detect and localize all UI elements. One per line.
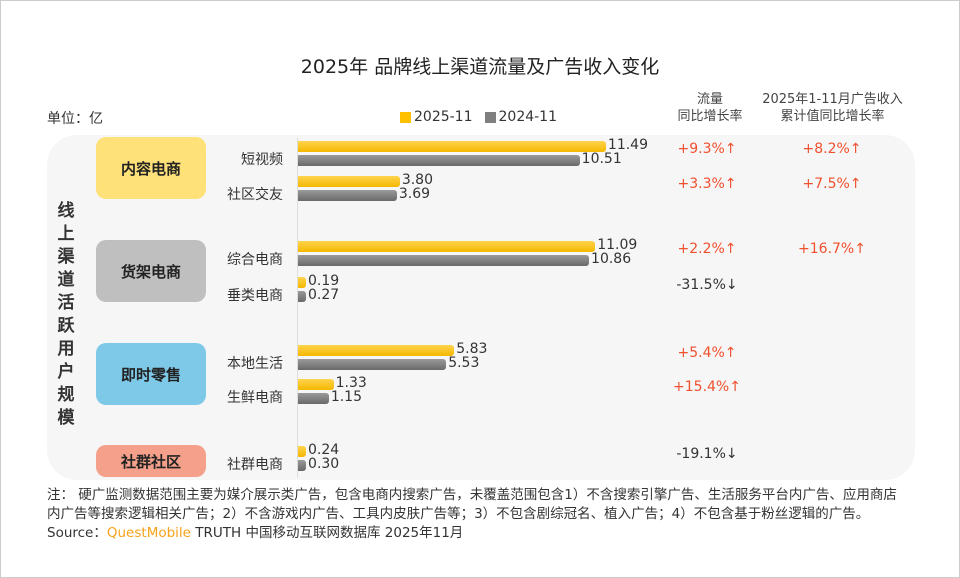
- growth-value: +15.4%↑: [673, 379, 741, 395]
- ad-column-header: 2025年1-11月广告收入 累计值同比增长率: [762, 92, 903, 124]
- legend: 2025-11 2024-11: [400, 109, 557, 125]
- ad-growth-value: +16.7%↑: [798, 241, 866, 257]
- value-label-2025: 11.49: [607, 137, 649, 153]
- growth-value: +2.2%↑: [677, 241, 737, 257]
- footnote: 注： 硬广监测数据范围主要为媒介展示类广告，包含电商内搜索广告，未覆盖范围包含1…: [47, 486, 907, 543]
- bar-2025: [298, 379, 334, 390]
- group-label: 社群社区: [96, 445, 206, 477]
- value-label-2024: 10.86: [591, 251, 632, 267]
- growth-value: +9.3%↑: [677, 141, 737, 157]
- source-brand: QuestMobile: [106, 525, 191, 541]
- bar-2024: [298, 255, 590, 266]
- value-label-2024: 3.69: [398, 186, 431, 202]
- growth-column-header: 流量 同比增长率: [677, 92, 743, 124]
- bar-2025: [298, 141, 606, 152]
- source-line: Source：QuestMobile TRUTH 中国移动互联网数据库 2025…: [47, 525, 464, 541]
- bar-2024: [298, 393, 329, 404]
- group-label: 即时零售: [96, 343, 206, 405]
- legend-item-2025: 2025-11: [400, 109, 473, 125]
- ad-growth-value: +8.2%↑: [802, 141, 862, 157]
- growth-value: +5.4%↑: [677, 345, 737, 361]
- value-label-2024: 0.30: [308, 456, 340, 472]
- bar-2025: [298, 446, 306, 457]
- group-label: 内容电商: [96, 137, 206, 199]
- group-label: 货架电商: [96, 240, 206, 302]
- value-label-2024: 5.53: [448, 355, 480, 371]
- bar-2024: [298, 155, 580, 166]
- growth-value: -31.5%↓: [676, 277, 738, 293]
- y-axis-label: 线上渠道活跃用户规模: [57, 201, 75, 428]
- growth-value: +3.3%↑: [677, 176, 737, 192]
- growth-value: -19.1%↓: [676, 446, 738, 462]
- chart-title: 2025年 品牌线上渠道流量及广告收入变化: [300, 56, 660, 78]
- category-label: 综合电商: [227, 252, 283, 268]
- category-label: 社群电商: [227, 457, 283, 473]
- value-label-2024: 10.51: [581, 151, 622, 167]
- category-label: 垂类电商: [227, 288, 283, 304]
- value-label-2024: 0.27: [308, 287, 340, 303]
- bar-2025: [298, 345, 455, 356]
- ad-growth-value: +7.5%↑: [802, 176, 862, 192]
- value-label-2024: 1.15: [330, 389, 362, 405]
- bar-2024: [298, 190, 397, 201]
- value-label-2025: 0.19: [308, 273, 340, 289]
- value-label-2025: 0.24: [308, 442, 340, 458]
- value-label-2025: 11.09: [597, 237, 638, 253]
- value-label-2025: 5.83: [456, 341, 488, 357]
- bar-2024: [298, 291, 306, 302]
- legend-item-2024: 2024-11: [484, 109, 557, 125]
- bar-2024: [298, 359, 447, 370]
- axis-line: [297, 138, 298, 478]
- category-label: 短视频: [241, 152, 283, 168]
- bar-2025: [298, 277, 306, 288]
- unit-label: 单位：亿: [47, 111, 103, 127]
- bar-2025: [298, 241, 596, 252]
- category-label: 社区交友: [227, 187, 283, 203]
- value-label-2025: 1.33: [335, 375, 367, 391]
- category-label: 本地生活: [227, 356, 283, 372]
- value-label-2025: 3.80: [401, 172, 433, 188]
- footnote-text: 注： 硬广监测数据范围主要为媒介展示类广告，包含电商内搜索广告，未覆盖范围包含1…: [47, 487, 897, 522]
- category-label: 生鲜电商: [227, 390, 283, 406]
- bar-2025: [298, 176, 400, 187]
- bar-2024: [298, 460, 307, 471]
